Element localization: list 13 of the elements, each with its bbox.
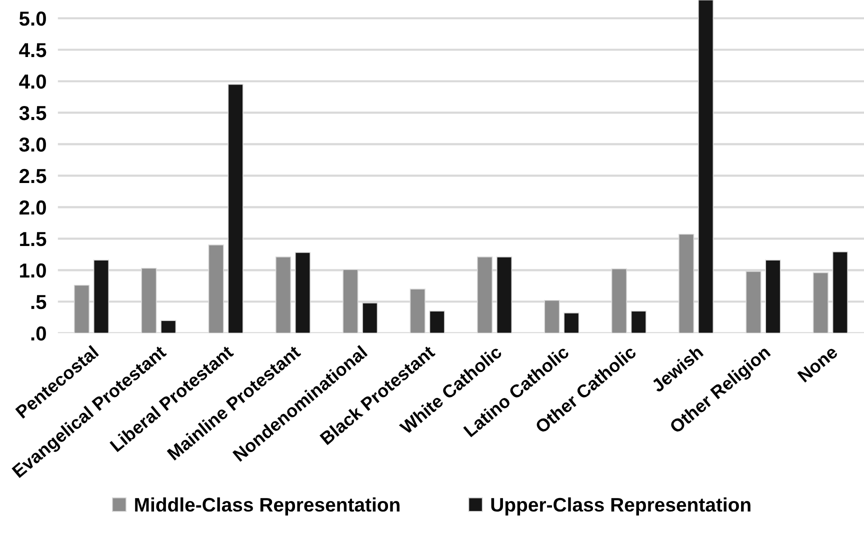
- y-tick-label: 4.5: [19, 43, 46, 58]
- legend-label: Upper-Class Representation: [491, 497, 750, 516]
- y-tick-label: .0: [31, 326, 46, 341]
- legend-label: Middle-Class Representation: [135, 497, 400, 516]
- y-tick-label: 2.5: [19, 168, 46, 184]
- y-tick-label: 1.0: [20, 263, 46, 278]
- y-tick-label: 5.0: [19, 11, 46, 26]
- y-tick-label: 4.0: [19, 74, 46, 89]
- y-tick-label: 3.0: [19, 137, 46, 152]
- y-tick-label: 1.5: [20, 232, 46, 246]
- y-tick-label: 3.5: [19, 106, 46, 120]
- y-tick-label: 2.0: [19, 200, 46, 215]
- y-tick-label: .5: [31, 295, 46, 310]
